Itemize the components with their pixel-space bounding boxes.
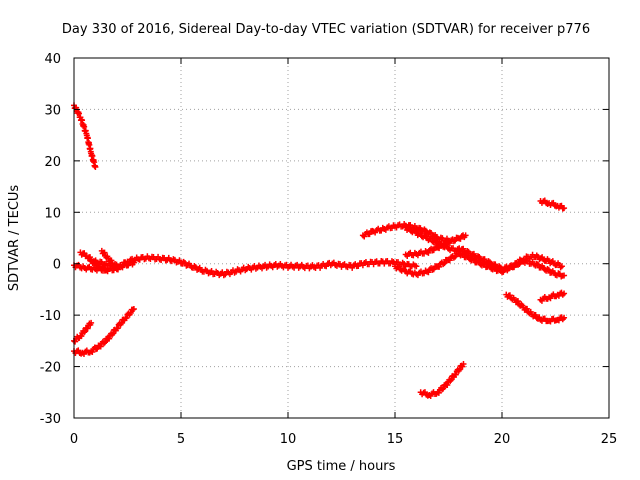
data-point — [92, 164, 99, 171]
data-point — [435, 389, 442, 396]
data-point — [561, 205, 568, 212]
data-point — [127, 310, 134, 317]
y-tick-label: -30 — [40, 412, 61, 427]
series-arc-2 — [71, 319, 95, 345]
y-tick-labels: -30 -20 -10 0 10 20 30 40 — [40, 52, 61, 427]
x-tick-label: 20 — [494, 432, 511, 447]
data-point — [123, 314, 130, 321]
data-point — [446, 257, 453, 264]
data-point — [444, 381, 451, 388]
data-point — [535, 261, 542, 268]
series-arc-7 — [88, 257, 137, 271]
y-axis-label: SDTVAR / TECUs — [7, 185, 22, 292]
x-tick-label: 25 — [601, 432, 618, 447]
data-point — [558, 263, 565, 270]
data-point — [441, 242, 448, 249]
x-tick-label: 5 — [177, 432, 185, 447]
data-point — [460, 361, 467, 367]
data-point — [109, 330, 116, 337]
data-point — [100, 340, 107, 347]
data-point — [78, 333, 85, 340]
data-point — [428, 230, 435, 237]
x-tick-labels: 0 5 10 15 20 25 — [70, 432, 617, 447]
data-point — [208, 268, 215, 275]
x-axis-label: GPS time / hours — [287, 459, 396, 474]
axis-ticks — [73, 57, 610, 419]
data-point — [506, 292, 513, 299]
y-tick-label: -20 — [40, 361, 61, 376]
data-point — [532, 311, 539, 318]
series-arc-10 — [402, 232, 469, 259]
data-point — [428, 235, 435, 242]
chart-title: Day 330 of 2016, Sidereal Day-to-day VTE… — [62, 22, 590, 37]
data-point — [84, 325, 91, 332]
data-point — [492, 261, 499, 268]
data-point — [436, 263, 443, 270]
data-point — [447, 378, 454, 385]
series-arc-14 — [503, 291, 568, 325]
data-point — [440, 385, 447, 392]
y-tick-label: 40 — [44, 52, 61, 67]
y-tick-label: 10 — [44, 206, 61, 221]
data-point — [515, 298, 522, 305]
series-arc-16 — [537, 197, 568, 212]
data-point — [106, 335, 113, 342]
data-point — [130, 305, 137, 312]
y-tick-label: 30 — [44, 103, 61, 118]
data-point — [561, 314, 568, 321]
data-point — [524, 305, 531, 312]
data-point — [87, 254, 94, 261]
data-points — [71, 102, 568, 399]
data-point — [441, 260, 448, 267]
data-point — [101, 249, 108, 256]
data-point — [452, 371, 459, 378]
data-point — [456, 366, 463, 373]
data-point — [430, 266, 437, 273]
data-point — [72, 338, 79, 345]
grid-lines — [74, 58, 609, 418]
y-tick-label: 0 — [53, 258, 61, 273]
data-point — [89, 348, 96, 355]
data-point — [97, 343, 104, 350]
data-point — [130, 259, 137, 266]
data-point — [561, 290, 568, 297]
plot-border — [73, 57, 610, 419]
data-point — [439, 386, 446, 393]
series-arc-3 — [71, 305, 137, 357]
data-point — [462, 232, 469, 239]
data-point — [102, 339, 109, 346]
x-tick-label: 0 — [70, 432, 78, 447]
data-point — [413, 263, 420, 270]
data-point — [448, 376, 455, 383]
data-point — [81, 329, 88, 336]
data-point — [561, 272, 568, 279]
y-tick-label: 20 — [44, 155, 61, 170]
data-point — [481, 256, 488, 263]
series-arc-15 — [537, 289, 568, 304]
series-arc-13 — [417, 361, 467, 399]
y-tick-label: -10 — [40, 309, 61, 324]
x-tick-label: 10 — [280, 432, 297, 447]
data-point — [88, 319, 95, 326]
data-point — [114, 325, 121, 332]
x-tick-label: 15 — [387, 432, 404, 447]
series-arc-12 — [456, 245, 568, 280]
